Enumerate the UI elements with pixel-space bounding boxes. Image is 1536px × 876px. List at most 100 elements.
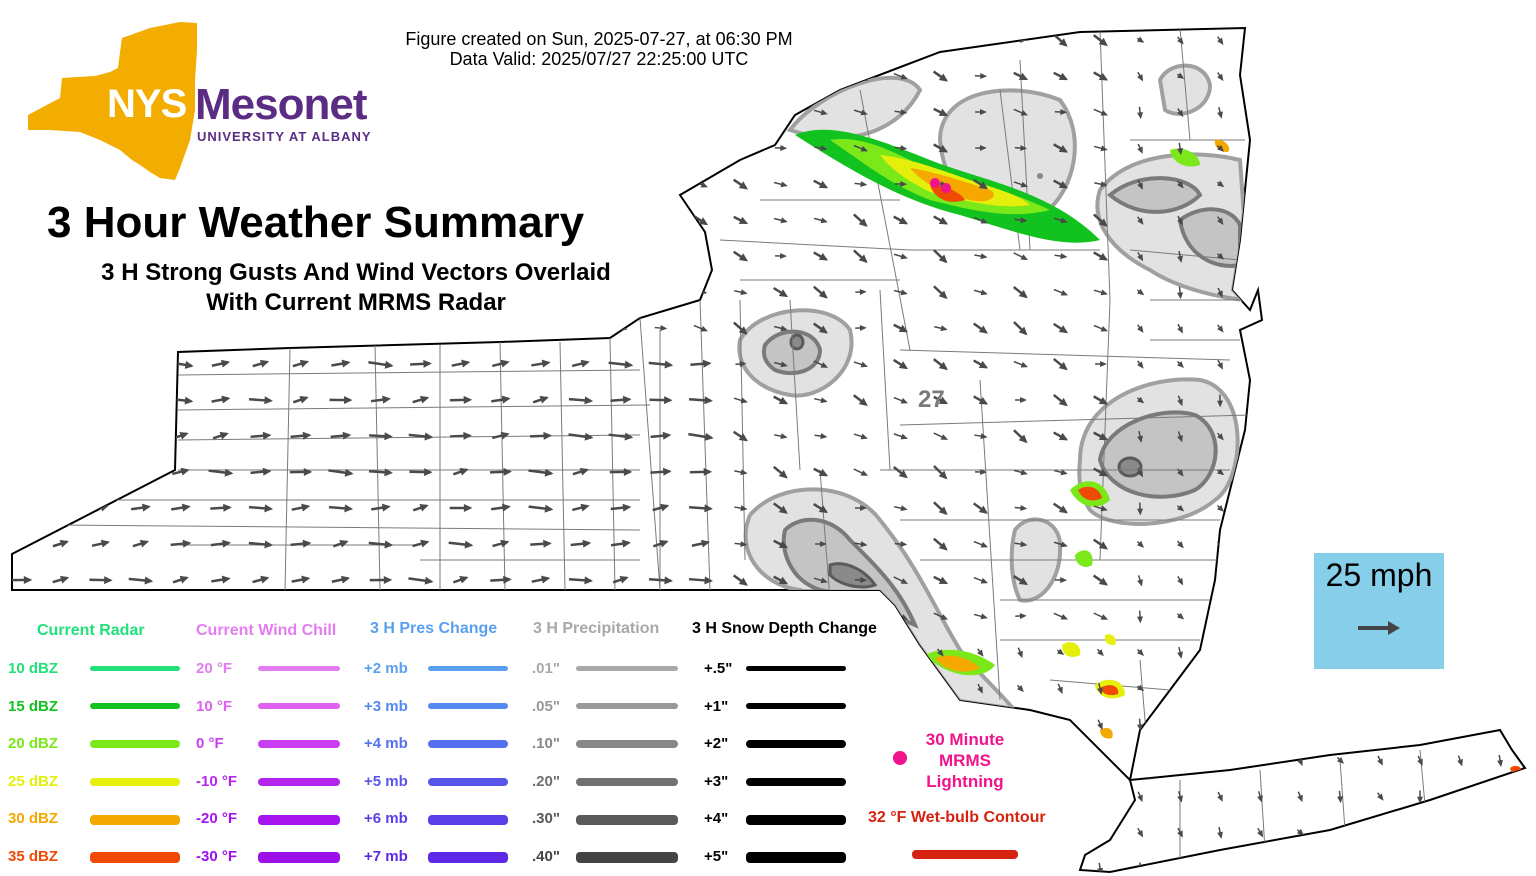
wind-vector-head (1137, 649, 1144, 656)
wind-vector-head (658, 145, 668, 154)
wind-vector-head (1056, 864, 1065, 872)
wind-vector-head (1137, 540, 1145, 548)
wind-vector-head (1100, 145, 1108, 152)
wind-vector-head (302, 539, 312, 548)
wind-vector-head (1020, 361, 1029, 368)
wind-vector-head (1217, 433, 1224, 441)
wind-vector-shaft (448, 792, 472, 800)
wind-vector-head (663, 611, 672, 620)
wind-vector-head (980, 289, 988, 296)
wind-vector-shaft (689, 758, 711, 762)
subtitle-line-2: With Current MRMS Radar (206, 289, 506, 316)
wind-vector-head (704, 828, 714, 837)
wind-vector-shaft (1456, 145, 1464, 151)
wind-scale-label: 25 mph (1325, 557, 1433, 593)
wind-vector-shaft (1376, 145, 1384, 151)
county-boundary (59, 524, 641, 531)
legend-radar-title: Current Radar (37, 622, 145, 639)
wind-vector-head (259, 863, 269, 872)
wind-vector-head (1217, 614, 1224, 622)
wind-vector-head (179, 181, 187, 188)
wind-vector-shaft (1297, 683, 1303, 693)
wind-vector-head (260, 325, 268, 332)
wind-vector-head (1297, 400, 1304, 408)
wind-vector-shaft (331, 864, 349, 872)
wind-vector-head (20, 109, 28, 116)
wind-vector-head (499, 791, 509, 800)
wind-vector-head (1257, 616, 1264, 624)
wind-vector-head (543, 431, 552, 440)
wind-vector-shaft (211, 649, 229, 655)
wind-vector-shaft (1376, 73, 1384, 79)
wind-vector-head (857, 793, 864, 801)
wind-vector-shaft (938, 863, 942, 872)
wind-vector-head (460, 611, 470, 620)
wind-vector-shaft (856, 685, 864, 691)
wind-vector-shaft (291, 649, 309, 655)
wind-vector-shaft (254, 326, 266, 330)
wind-vector-shaft (690, 614, 710, 618)
legend-precip-title: 3 H Precipitation (533, 620, 660, 637)
wind-vector-head (700, 181, 709, 188)
wind-vector-head (1377, 184, 1384, 192)
wind-vector-head (381, 503, 391, 512)
wind-vector-shaft (169, 614, 191, 618)
wind-vector-head (1456, 252, 1465, 259)
wind-vector-head (1337, 505, 1344, 513)
wind-vector-head (979, 145, 987, 151)
wind-vector-head (900, 181, 908, 188)
wind-vector-head (1017, 650, 1023, 659)
wind-vector-head (459, 467, 469, 476)
wind-vector-head (580, 503, 590, 512)
wind-vector-shaft (695, 110, 705, 114)
legend-radar-label: 20 dBZ (8, 735, 59, 753)
wind-vector-head (384, 828, 393, 837)
wind-vector-shaft (452, 106, 468, 118)
wind-vector-shaft (50, 722, 70, 726)
wind-vector-head (1256, 72, 1265, 80)
legend-pressure-swatch (428, 777, 508, 787)
wind-vector-head (420, 395, 430, 404)
wind-vector-head (142, 863, 152, 872)
wind-vector-head (1497, 576, 1505, 584)
wind-vector-head (703, 467, 713, 476)
wind-vector-head (424, 468, 433, 477)
wind-vector-head (580, 109, 589, 116)
wind-vector-head (1020, 505, 1028, 512)
wind-vector-shaft (52, 360, 68, 368)
wind-vector-shaft (410, 794, 430, 798)
legend-pressure-swatch (428, 814, 508, 825)
wind-vector-shaft (1456, 217, 1464, 223)
wind-vector-head (1137, 146, 1143, 154)
wind-vector-head (701, 719, 711, 728)
wind-vector-head (738, 326, 748, 335)
wind-vector-head (740, 505, 748, 512)
wind-vector-head (62, 467, 72, 476)
wind-vector-shaft (1497, 287, 1503, 297)
wind-vector-shaft (12, 469, 29, 475)
wind-vector-shaft (12, 864, 28, 872)
wind-vector-head (980, 541, 989, 548)
wind-vector-shaft (1337, 325, 1343, 331)
wind-vector-shaft (493, 177, 507, 191)
legend-snow-label: +.5" (704, 660, 733, 677)
wind-vector-shaft (1218, 862, 1222, 872)
wind-vector-head (1297, 253, 1304, 261)
wind-vector-head (543, 539, 552, 548)
wind-vector-head (936, 720, 945, 727)
wind-vector-head (1337, 37, 1344, 45)
wind-vector-head (383, 683, 393, 692)
wind-vector-head (220, 325, 228, 332)
wind-vector-head (460, 325, 468, 332)
wind-vector-shaft (1258, 323, 1262, 333)
wind-vector-head (580, 145, 587, 152)
wind-vector-head (100, 359, 110, 368)
wind-vector-head (503, 575, 512, 584)
wind-vector-head (817, 760, 824, 768)
wind-vector-head (1496, 396, 1505, 404)
wind-vector-head (1137, 182, 1143, 190)
wind-vector-head (980, 577, 989, 584)
wind-vector-shaft (13, 36, 27, 44)
wind-vector-shaft (168, 685, 192, 691)
wind-vector-head (820, 577, 828, 584)
